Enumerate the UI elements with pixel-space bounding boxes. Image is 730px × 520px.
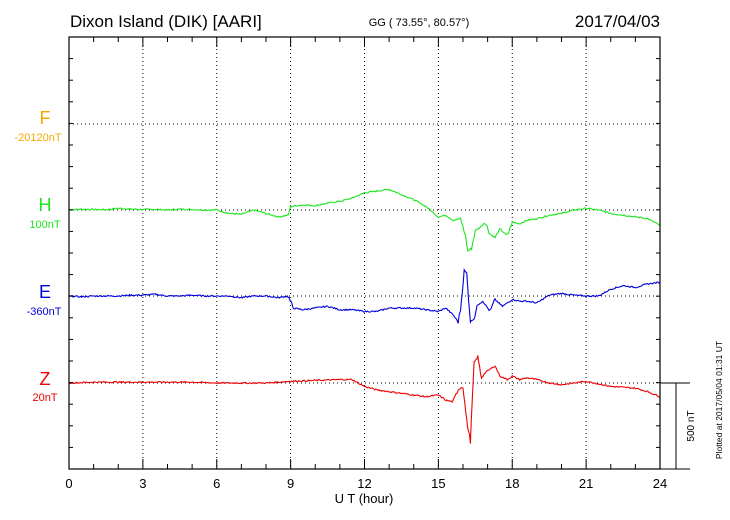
plotted-timestamp: Plotted at 2017/05/04 01:31 UT bbox=[714, 341, 724, 459]
x-tick-label-12: 12 bbox=[357, 476, 371, 491]
scale-bar-label: 500 nT bbox=[686, 410, 697, 441]
series-label-F: F bbox=[40, 108, 51, 128]
x-tick-label-3: 3 bbox=[139, 476, 146, 491]
station-title: Dixon Island (DIK) [AARI] bbox=[70, 12, 262, 31]
x-tick-label-0: 0 bbox=[65, 476, 72, 491]
series-label-H: H bbox=[39, 195, 52, 215]
baseline-label-F: -20120nT bbox=[14, 132, 61, 144]
series-label-E: E bbox=[39, 282, 51, 302]
geographic-coords: GG ( 73.55°, 80.57°) bbox=[369, 17, 470, 29]
baseline-label-H: 100nT bbox=[29, 219, 60, 231]
x-tick-label-15: 15 bbox=[431, 476, 445, 491]
scale-bar: 500 nT bbox=[660, 382, 697, 470]
x-tick-label-18: 18 bbox=[505, 476, 519, 491]
baseline-label-E: -360nT bbox=[27, 306, 62, 318]
baseline-label-Z: 20nT bbox=[32, 392, 57, 404]
x-axis-label: U T (hour) bbox=[335, 491, 394, 506]
grid bbox=[69, 37, 660, 469]
x-tick-label-24: 24 bbox=[653, 476, 667, 491]
trace-Z bbox=[68, 355, 661, 444]
x-tick-label-6: 6 bbox=[213, 476, 220, 491]
x-ticks: 0 3 6 9 12 15 18 21 24 bbox=[65, 36, 667, 491]
traces bbox=[68, 188, 661, 444]
trace-H bbox=[68, 188, 661, 253]
series-label-Z: Z bbox=[40, 369, 51, 389]
x-tick-label-9: 9 bbox=[287, 476, 294, 491]
trace-E bbox=[68, 267, 661, 325]
x-tick-label-21: 21 bbox=[579, 476, 593, 491]
plot-date: 2017/04/03 bbox=[575, 12, 660, 31]
